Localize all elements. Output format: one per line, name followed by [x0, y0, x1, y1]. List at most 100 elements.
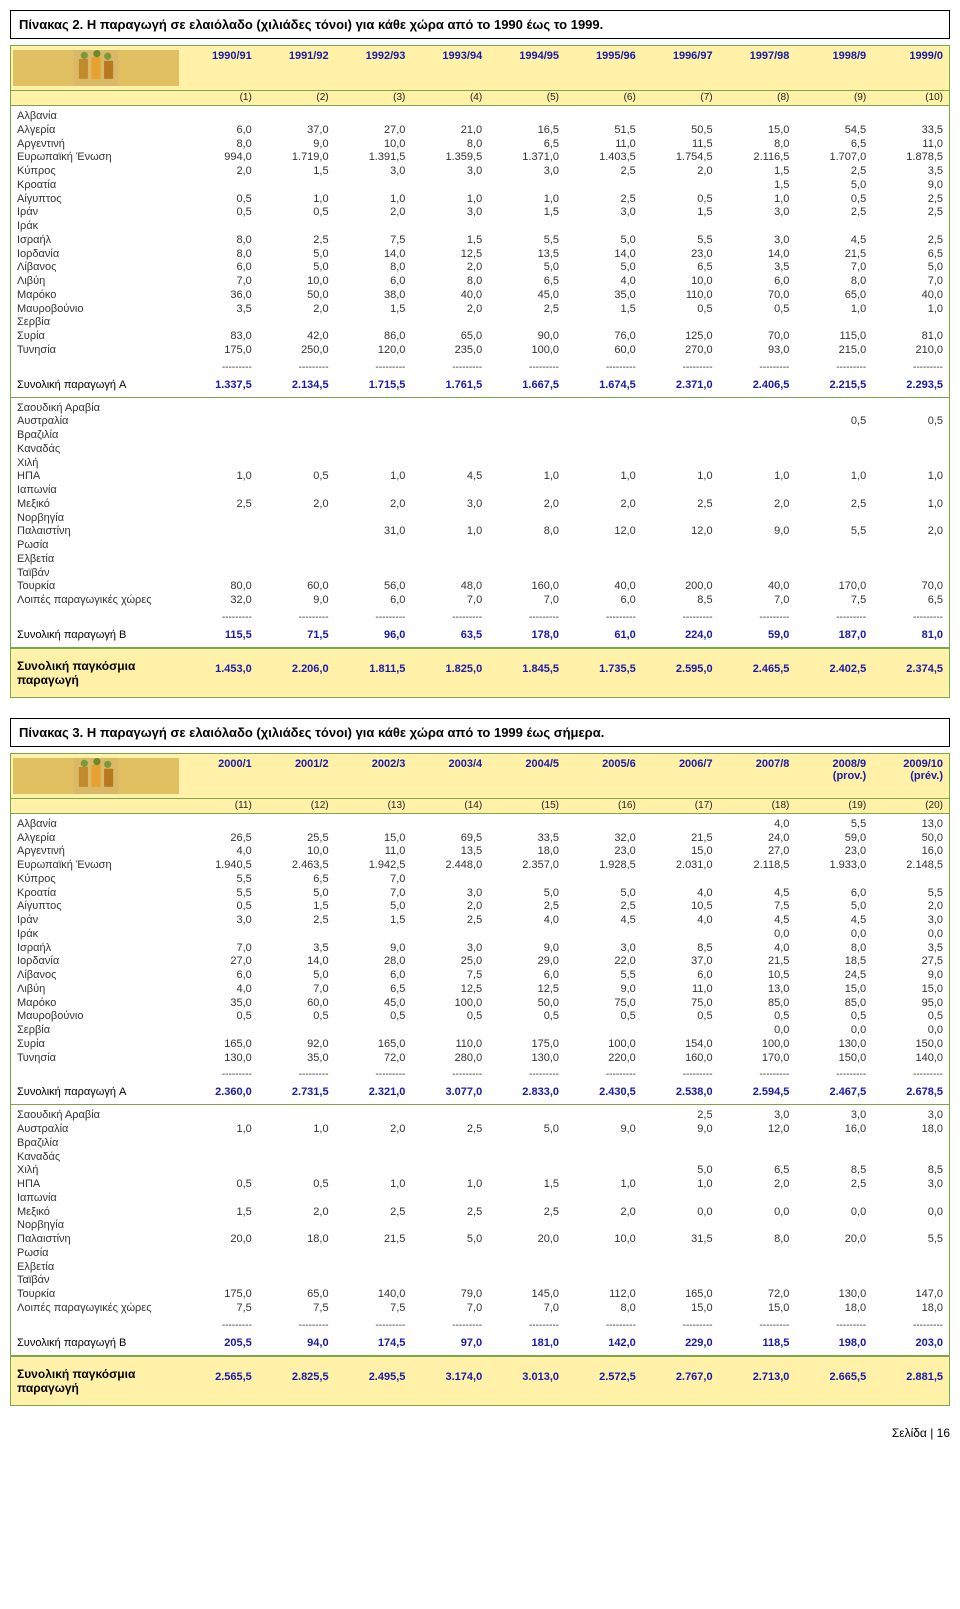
t1-row-label: Κύπρος — [11, 165, 181, 179]
t1-subtotal-a-val: 2.293,5 — [872, 379, 949, 391]
t1-row: Συρία83,042,086,065,090,076,0125,070,011… — [11, 330, 949, 344]
t2-cell — [335, 1137, 412, 1151]
t2-cell: 130,0 — [795, 1288, 872, 1302]
t1-cell: 1,0 — [719, 470, 796, 484]
t1-cell: 6,0 — [181, 261, 258, 275]
t1-row: Ταϊβάν — [11, 567, 949, 581]
t2-cell: 150,0 — [795, 1052, 872, 1066]
t1-row: Αλγερία6,037,027,021,016,551,550,515,054… — [11, 124, 949, 138]
t1-row: Μαυροβούνιο3,52,01,52,02,51,50,50,51,01,… — [11, 303, 949, 317]
t1-cell — [872, 402, 949, 416]
t2-cell: 5,5 — [872, 1233, 949, 1247]
t1-cell — [642, 539, 719, 553]
t1-row-label: Μαυροβούνιο — [11, 303, 181, 317]
t2-cell: 15,0 — [719, 1302, 796, 1316]
t2-cell — [335, 1274, 412, 1288]
t2-year-1: 2001/2 — [258, 756, 335, 782]
t1-subtotal-a-val: 1.337,5 — [181, 379, 258, 391]
t1-row-label: Ευρωπαϊκή Ένωση — [11, 151, 181, 165]
t2-row: Καναδάς — [11, 1151, 949, 1165]
t1-cell: 200,0 — [642, 580, 719, 594]
t2-cell — [181, 1261, 258, 1275]
t1-cell: 40,0 — [411, 289, 488, 303]
t1-cell: 50,5 — [642, 124, 719, 138]
t2-row: Σερβία0,00,00,0 — [11, 1024, 949, 1038]
t2-row: Σαουδική Αραβία2,53,03,03,0 — [11, 1109, 949, 1123]
t2-cell: 2,0 — [565, 1206, 642, 1220]
t2-cell — [181, 1192, 258, 1206]
t2-row: Αργεντινή4,010,011,013,518,023,015,027,0… — [11, 845, 949, 859]
t2-row-label: Νορβηγία — [11, 1219, 181, 1233]
t2-cell: 2,5 — [488, 900, 565, 914]
t2-year-8: 2008/9 (prov.) — [795, 756, 872, 782]
t1-cell — [488, 316, 565, 330]
t1-cell: 2,0 — [335, 206, 412, 220]
t2-cell — [642, 818, 719, 832]
t2-cell: 0,5 — [795, 1010, 872, 1024]
t1-cell — [181, 539, 258, 553]
t2-cell: 25,0 — [411, 955, 488, 969]
t2-cell: 13,0 — [872, 818, 949, 832]
t1-subtotal-a-val: 2.371,0 — [642, 379, 719, 391]
table1-caption: Πίνακας 2. Η παραγωγή σε ελαιόλαδο (χιλι… — [10, 10, 950, 39]
t1-year-3: 1993/94 — [411, 48, 488, 62]
t2-cell — [642, 928, 719, 942]
t1-subtotal-b-val: 59,0 — [719, 629, 796, 641]
t2-grand-val: 3.174,0 — [411, 1357, 488, 1405]
t2-cell — [642, 1261, 719, 1275]
t2-cell — [565, 1109, 642, 1123]
t2-cell: 112,0 — [565, 1288, 642, 1302]
t2-cell: 37,0 — [642, 955, 719, 969]
t1-cell — [181, 429, 258, 443]
t2-cell — [181, 1137, 258, 1151]
t1-cell: 21,0 — [411, 124, 488, 138]
t2-row: Μαρόκο35,060,045,0100,050,075,075,085,08… — [11, 997, 949, 1011]
t1-subtotal-b-val: 96,0 — [335, 629, 412, 641]
t1-cell — [795, 316, 872, 330]
dash: --------- — [335, 612, 412, 623]
t2-cell: 0,0 — [872, 1206, 949, 1220]
t2-row: Μεξικό1,52,02,52,52,52,00,00,00,00,0 — [11, 1206, 949, 1220]
t1-cell: 6,5 — [488, 138, 565, 152]
t1-cell: 2,0 — [411, 303, 488, 317]
t1-cell: 80,0 — [181, 580, 258, 594]
t2-grand-val: 2.713,0 — [719, 1357, 796, 1405]
t2-subtotal-b-val: 203,0 — [872, 1337, 949, 1349]
t1-cell: 8,0 — [411, 138, 488, 152]
t2-cell: 175,0 — [181, 1288, 258, 1302]
t2-grand-val: 3.013,0 — [488, 1357, 565, 1405]
t1-cell — [565, 110, 642, 124]
t2-cell: 0,5 — [872, 1010, 949, 1024]
t2-cell: 1,5 — [258, 900, 335, 914]
t2-cell: 10,0 — [258, 845, 335, 859]
t1-cell — [872, 553, 949, 567]
t1-cell — [642, 443, 719, 457]
t1-cell: 1,0 — [335, 470, 412, 484]
t1-cell: 1,0 — [488, 470, 565, 484]
t1-cell — [642, 457, 719, 471]
t1-cell — [181, 484, 258, 498]
t2-cell: 13,5 — [411, 845, 488, 859]
t2-cell — [411, 1274, 488, 1288]
t1-cell: 36,0 — [181, 289, 258, 303]
t1-row-label: Ελβετία — [11, 553, 181, 567]
t2-cell — [795, 1192, 872, 1206]
t2-row-label: Βραζιλία — [11, 1137, 181, 1151]
t2-cell — [565, 1024, 642, 1038]
t2-cell — [335, 1164, 412, 1178]
t1-cell — [795, 110, 872, 124]
t2-cell: 6,0 — [642, 969, 719, 983]
t2-cell — [258, 1164, 335, 1178]
t1-cell — [795, 220, 872, 234]
t1-row-label: Κροατία — [11, 179, 181, 193]
t2-row-label: Μεξικό — [11, 1206, 181, 1220]
t1-row: Λοιπές παραγωγικές χώρες32,09,06,07,07,0… — [11, 594, 949, 608]
t2-cell — [335, 1219, 412, 1233]
t1-cell: 8,0 — [181, 234, 258, 248]
t1-index-8: (9) — [795, 91, 872, 105]
t1-cell: 6,0 — [335, 275, 412, 289]
t1-cell: 2,5 — [872, 206, 949, 220]
t2-cell: 45,0 — [335, 997, 412, 1011]
t1-cell: 15,0 — [719, 124, 796, 138]
t2-cell: 0,5 — [258, 1010, 335, 1024]
